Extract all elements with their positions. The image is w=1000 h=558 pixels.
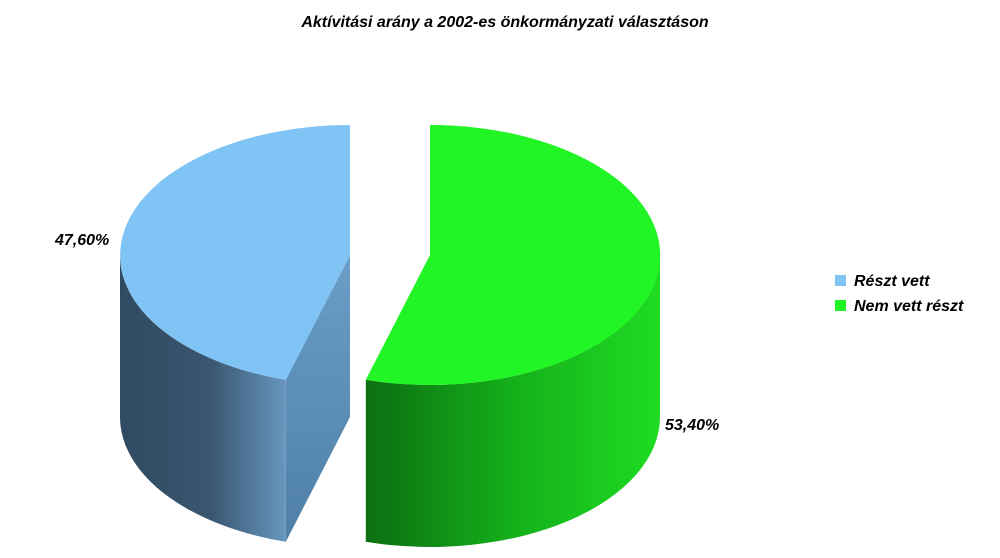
pie-slice-nem-vett-reszt <box>365 124 661 547</box>
legend: Részt vett Nem vett részt <box>835 273 964 315</box>
pie-slice-reszt-vett <box>120 125 350 542</box>
data-label-nem-vett-reszt: 53,40% <box>665 417 719 434</box>
legend-item-reszt-vett: Részt vett <box>835 273 930 290</box>
chart-title: Aktívitási arány a 2002-es önkormányzati… <box>300 14 709 31</box>
data-label-reszt-vett: 47,60% <box>54 232 109 249</box>
labels-layer: 47,60% 53,40% <box>54 232 719 434</box>
legend-swatch <box>835 275 846 286</box>
legend-label: Nem vett részt <box>854 298 964 315</box>
legend-swatch <box>835 300 846 311</box>
slices-layer <box>120 124 661 547</box>
legend-label: Részt vett <box>854 273 930 290</box>
legend-item-nem-vett-reszt: Nem vett részt <box>835 298 964 315</box>
